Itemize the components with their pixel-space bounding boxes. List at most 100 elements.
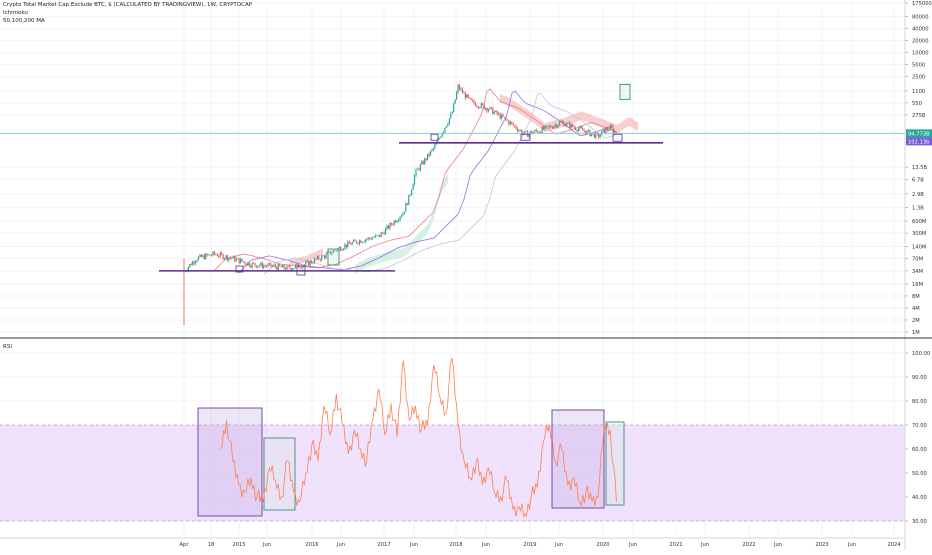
candle-body bbox=[309, 260, 311, 266]
candle-body bbox=[519, 130, 521, 131]
candle-body bbox=[403, 211, 405, 214]
candle-body bbox=[448, 118, 450, 124]
candle-body bbox=[224, 258, 226, 260]
price-tick-label: 13.5B bbox=[912, 165, 928, 171]
price-marker-box bbox=[430, 133, 439, 141]
candle-body bbox=[282, 264, 284, 268]
last-price-tag bbox=[906, 129, 932, 138]
candle-body bbox=[564, 125, 566, 127]
candle-body bbox=[213, 251, 216, 255]
candle-body bbox=[603, 129, 606, 134]
candle-body bbox=[463, 92, 465, 94]
candle-body bbox=[364, 239, 366, 243]
ma-50-line bbox=[213, 88, 617, 272]
candle-body bbox=[593, 133, 595, 138]
candle-body bbox=[486, 107, 488, 112]
candle-body bbox=[560, 121, 562, 123]
candle-body bbox=[367, 237, 369, 240]
price-tick-label: 5000 bbox=[912, 63, 925, 69]
candle-body bbox=[319, 259, 321, 261]
rsi-series bbox=[220, 357, 617, 518]
candle-body bbox=[284, 268, 287, 270]
candle-body bbox=[454, 99, 456, 104]
candle-body bbox=[411, 189, 413, 195]
candle-body bbox=[389, 223, 391, 229]
candle-body bbox=[516, 128, 519, 132]
rsi-tick-label: 90.00 bbox=[912, 375, 927, 381]
candle-body bbox=[261, 262, 263, 268]
candle-body bbox=[422, 161, 424, 165]
ma-100-line bbox=[238, 90, 615, 273]
candle-body bbox=[370, 238, 372, 240]
rsi-band-group bbox=[0, 424, 905, 522]
time-tick-label: 2015 bbox=[232, 542, 245, 548]
candle-body bbox=[515, 125, 517, 129]
candle-body bbox=[289, 265, 291, 269]
price-tick-label: 1M bbox=[912, 330, 920, 336]
candle-body bbox=[216, 254, 218, 257]
ichimoku-cloud-bear bbox=[500, 94, 638, 134]
candle-body bbox=[492, 107, 494, 115]
candle-body bbox=[315, 258, 317, 260]
price-tick-label: 300M bbox=[912, 231, 926, 237]
rsi-label[interactable]: RSI bbox=[3, 344, 12, 350]
candle-body bbox=[387, 225, 390, 229]
candle-body bbox=[611, 125, 613, 128]
candle-body bbox=[187, 266, 189, 271]
candle-body bbox=[421, 161, 423, 165]
candle-body bbox=[260, 262, 262, 266]
candle-body bbox=[563, 121, 565, 127]
candle-body bbox=[228, 257, 230, 261]
candle-body bbox=[480, 103, 482, 108]
candle-body bbox=[469, 97, 471, 99]
candle-body bbox=[399, 217, 401, 221]
candle-body bbox=[245, 263, 247, 266]
price-tick-label: 34M bbox=[912, 269, 923, 275]
rsi-band bbox=[0, 425, 905, 521]
candle-body bbox=[548, 125, 550, 127]
candle-body bbox=[395, 220, 397, 223]
candle-body bbox=[570, 124, 572, 128]
candle-body bbox=[280, 266, 282, 268]
candle-body bbox=[235, 258, 237, 262]
candle-body bbox=[239, 258, 242, 264]
candle-body bbox=[595, 132, 597, 138]
candle-body bbox=[572, 124, 574, 127]
time-tick-label: Apr bbox=[180, 542, 190, 548]
candle-body bbox=[305, 261, 307, 265]
candle-body bbox=[251, 262, 253, 268]
candle-body bbox=[506, 119, 508, 121]
candle-body bbox=[208, 254, 210, 256]
candle-body bbox=[471, 99, 474, 101]
candle-body bbox=[205, 253, 207, 260]
candle-body bbox=[521, 130, 523, 134]
time-tick-label: 2021 bbox=[669, 542, 682, 548]
candle-body bbox=[398, 220, 400, 221]
indicator-ichimoku[interactable]: Ichimoku bbox=[3, 10, 28, 16]
price-tick-label: 1100 bbox=[912, 89, 925, 95]
time-tick-label: 2024 bbox=[887, 542, 901, 548]
rsi-tick-label: 70.00 bbox=[912, 423, 927, 429]
indicator-ma[interactable]: 50,100,200 MA bbox=[3, 18, 45, 24]
price-marker-box bbox=[520, 133, 531, 141]
rsi-tick-label: 40.00 bbox=[912, 495, 927, 501]
candle-body bbox=[551, 127, 553, 129]
candle-body bbox=[276, 267, 278, 270]
candle-body bbox=[274, 265, 276, 268]
candle-body bbox=[538, 131, 540, 133]
candle-body bbox=[518, 130, 520, 132]
candle-body bbox=[602, 129, 604, 132]
candle-body bbox=[268, 263, 271, 265]
candle-body bbox=[374, 235, 376, 238]
candle-body bbox=[396, 220, 398, 223]
candle-body bbox=[470, 98, 472, 100]
candles bbox=[183, 83, 617, 325]
time-tick-label: Jun bbox=[628, 542, 637, 548]
candle-body bbox=[524, 131, 526, 134]
price-marker-box bbox=[619, 83, 631, 100]
last-price-label: 94.773B bbox=[908, 131, 930, 137]
time-tick-label: Jun bbox=[262, 542, 271, 548]
candle-body bbox=[382, 232, 384, 234]
candle-body bbox=[221, 252, 223, 255]
